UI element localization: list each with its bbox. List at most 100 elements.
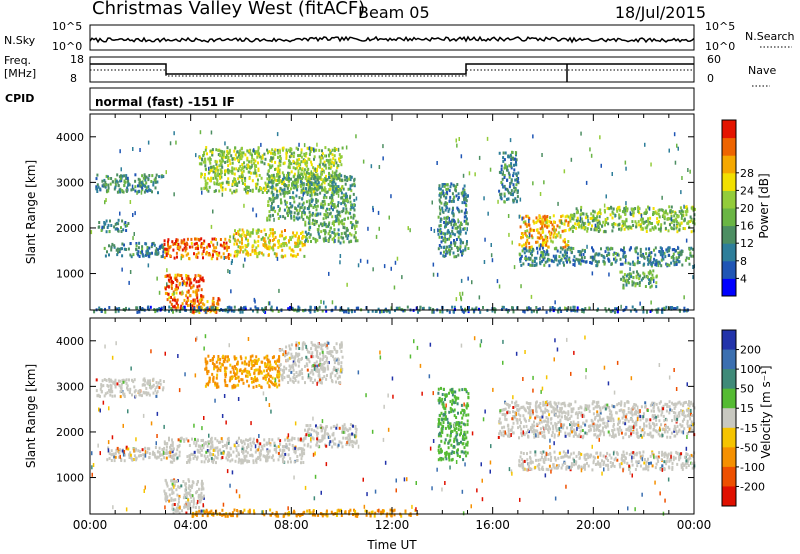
echo-cell-band-4: [258, 251, 261, 255]
echo-cell-band-8: [219, 149, 222, 153]
echo-cell-band-10: [449, 232, 452, 236]
echo-cell-band-1: [125, 248, 128, 251]
echo-cell-band-14: [661, 255, 664, 259]
echo-cell-band-9: [348, 177, 351, 181]
echo-cell-band-14: [665, 248, 668, 252]
echo-cell-band-8: [299, 166, 302, 170]
echo-cell-band-12: [547, 224, 550, 228]
echo-cell-band-4: [299, 248, 302, 252]
echo-cell-band-9: [345, 207, 348, 211]
echo-cell-band-8: [308, 158, 311, 161]
echo-cell-band-13: [657, 209, 660, 213]
echo-speckle: [585, 180, 588, 185]
echo-cell-band-9: [285, 201, 288, 205]
echo-cell-band-5: [323, 221, 326, 225]
echo-cell-band-0: [151, 190, 153, 194]
echo-cell-band-14: [522, 262, 525, 266]
echo-cell-band-2: [245, 454, 248, 458]
echo-cell-band-13: [580, 226, 583, 230]
echo-cell-band-2: [201, 444, 204, 448]
echo-cell-band-3: [167, 249, 170, 252]
echo-cell-band-14: [520, 254, 523, 258]
echo-cell-band-2: [283, 448, 286, 452]
echo-cell-band-15: [622, 283, 625, 287]
echo-cell-band-12: [551, 223, 554, 227]
echo-cell-band-1: [129, 453, 132, 457]
echo-cell-band-2: [247, 438, 249, 442]
echo-cell-band-4: [253, 251, 256, 255]
echo-cell-band-3: [322, 426, 325, 430]
echo-cell-band-2: [200, 439, 203, 442]
echo-cell-band-0: [159, 379, 162, 383]
echo-cell-band-12: [552, 233, 555, 237]
echo-cell-band-9: [353, 208, 356, 212]
echo-cell-band-13: [654, 211, 657, 215]
echo-cell-band-8: [221, 186, 224, 190]
echo-cell-band-14: [678, 260, 681, 264]
echo-cell-band-1: [118, 455, 121, 459]
echo-cell-band-2: [117, 222, 120, 226]
echo-cell-band-14: [622, 255, 625, 259]
echo-cell-band-0: [113, 187, 116, 191]
echo-cell-band-8: [266, 172, 269, 176]
echo-cell-band-8: [278, 171, 281, 175]
echo-cell-band-1: [106, 458, 109, 462]
echo-cell-band-8: [227, 164, 230, 168]
echo-cell-band-8: [241, 146, 243, 150]
echo-cell-band-1: [123, 243, 125, 247]
echo-cell-band-10: [444, 240, 447, 244]
echo-cell-band-8: [327, 182, 330, 186]
echo-speckle: [432, 262, 435, 267]
echo-cell-band-10: [463, 227, 466, 231]
echo-cell-band-8: [210, 165, 213, 169]
echo-cell-band-8: [320, 170, 323, 174]
echo-cell-band-0: [162, 175, 165, 178]
echo-cell-band-9: [278, 209, 281, 213]
echo-cell-band-8: [289, 149, 292, 153]
echo-cell-band-7: [214, 310, 217, 314]
echo-cell-band-4: [249, 231, 252, 235]
echo-cell-band-6: [173, 296, 176, 300]
echo-cell-band-8: [201, 158, 204, 162]
echo-cell-band-4: [291, 248, 294, 252]
echo-cell-band-14: [529, 263, 532, 267]
echo-cell-band-8: [231, 182, 234, 186]
echo-cell-band-8: [220, 185, 223, 189]
echo-speckle: [653, 279, 655, 284]
echo-speckle: [624, 160, 627, 165]
echo-cell-band-15: [622, 275, 625, 279]
echo-cell-band-14: [664, 255, 667, 259]
echo-cell-band-13: [580, 208, 582, 212]
echo-cell-band-16: [394, 309, 396, 313]
echo-speckle: [375, 234, 378, 239]
echo-cell-band-12: [524, 233, 527, 237]
echo-cell-band-8: [312, 166, 315, 170]
echo-cell-band-8: [274, 160, 277, 164]
echo-cell-band-0: [105, 378, 108, 382]
echo-cell-band-14: [666, 263, 669, 267]
echo-cell-band-14: [614, 260, 617, 264]
echo-cell-band-16: [128, 307, 131, 311]
echo-cell-band-8: [207, 171, 210, 175]
echo-cell-band-8: [217, 149, 220, 152]
echo-cell-band-2: [263, 438, 266, 442]
echo-speckle: [692, 275, 694, 280]
echo-cell-band-9: [270, 174, 273, 178]
echo-cell-band-10: [448, 245, 451, 248]
echo-cell-band-8: [274, 152, 277, 156]
echo-cell-band-5: [324, 236, 327, 240]
echo-cell-band-9: [299, 206, 302, 210]
echo-cell-band-14: [659, 246, 662, 250]
echo-cell-band-9: [322, 178, 325, 182]
echo-cell-band-12: [552, 220, 555, 224]
echo-cell-band-1: [151, 242, 154, 246]
echo-cell-band-9: [349, 207, 352, 211]
echo-cell-band-9: [277, 178, 280, 182]
echo-cell-band-12: [550, 239, 553, 243]
echo-cell-band-2: [268, 455, 271, 459]
echo-speckle: [155, 247, 158, 251]
echo-cell-band-14: [568, 258, 570, 262]
echo-cell-band-4: [254, 240, 257, 244]
echo-cell-band-4: [244, 244, 247, 247]
echo-cell-band-2: [243, 456, 246, 460]
